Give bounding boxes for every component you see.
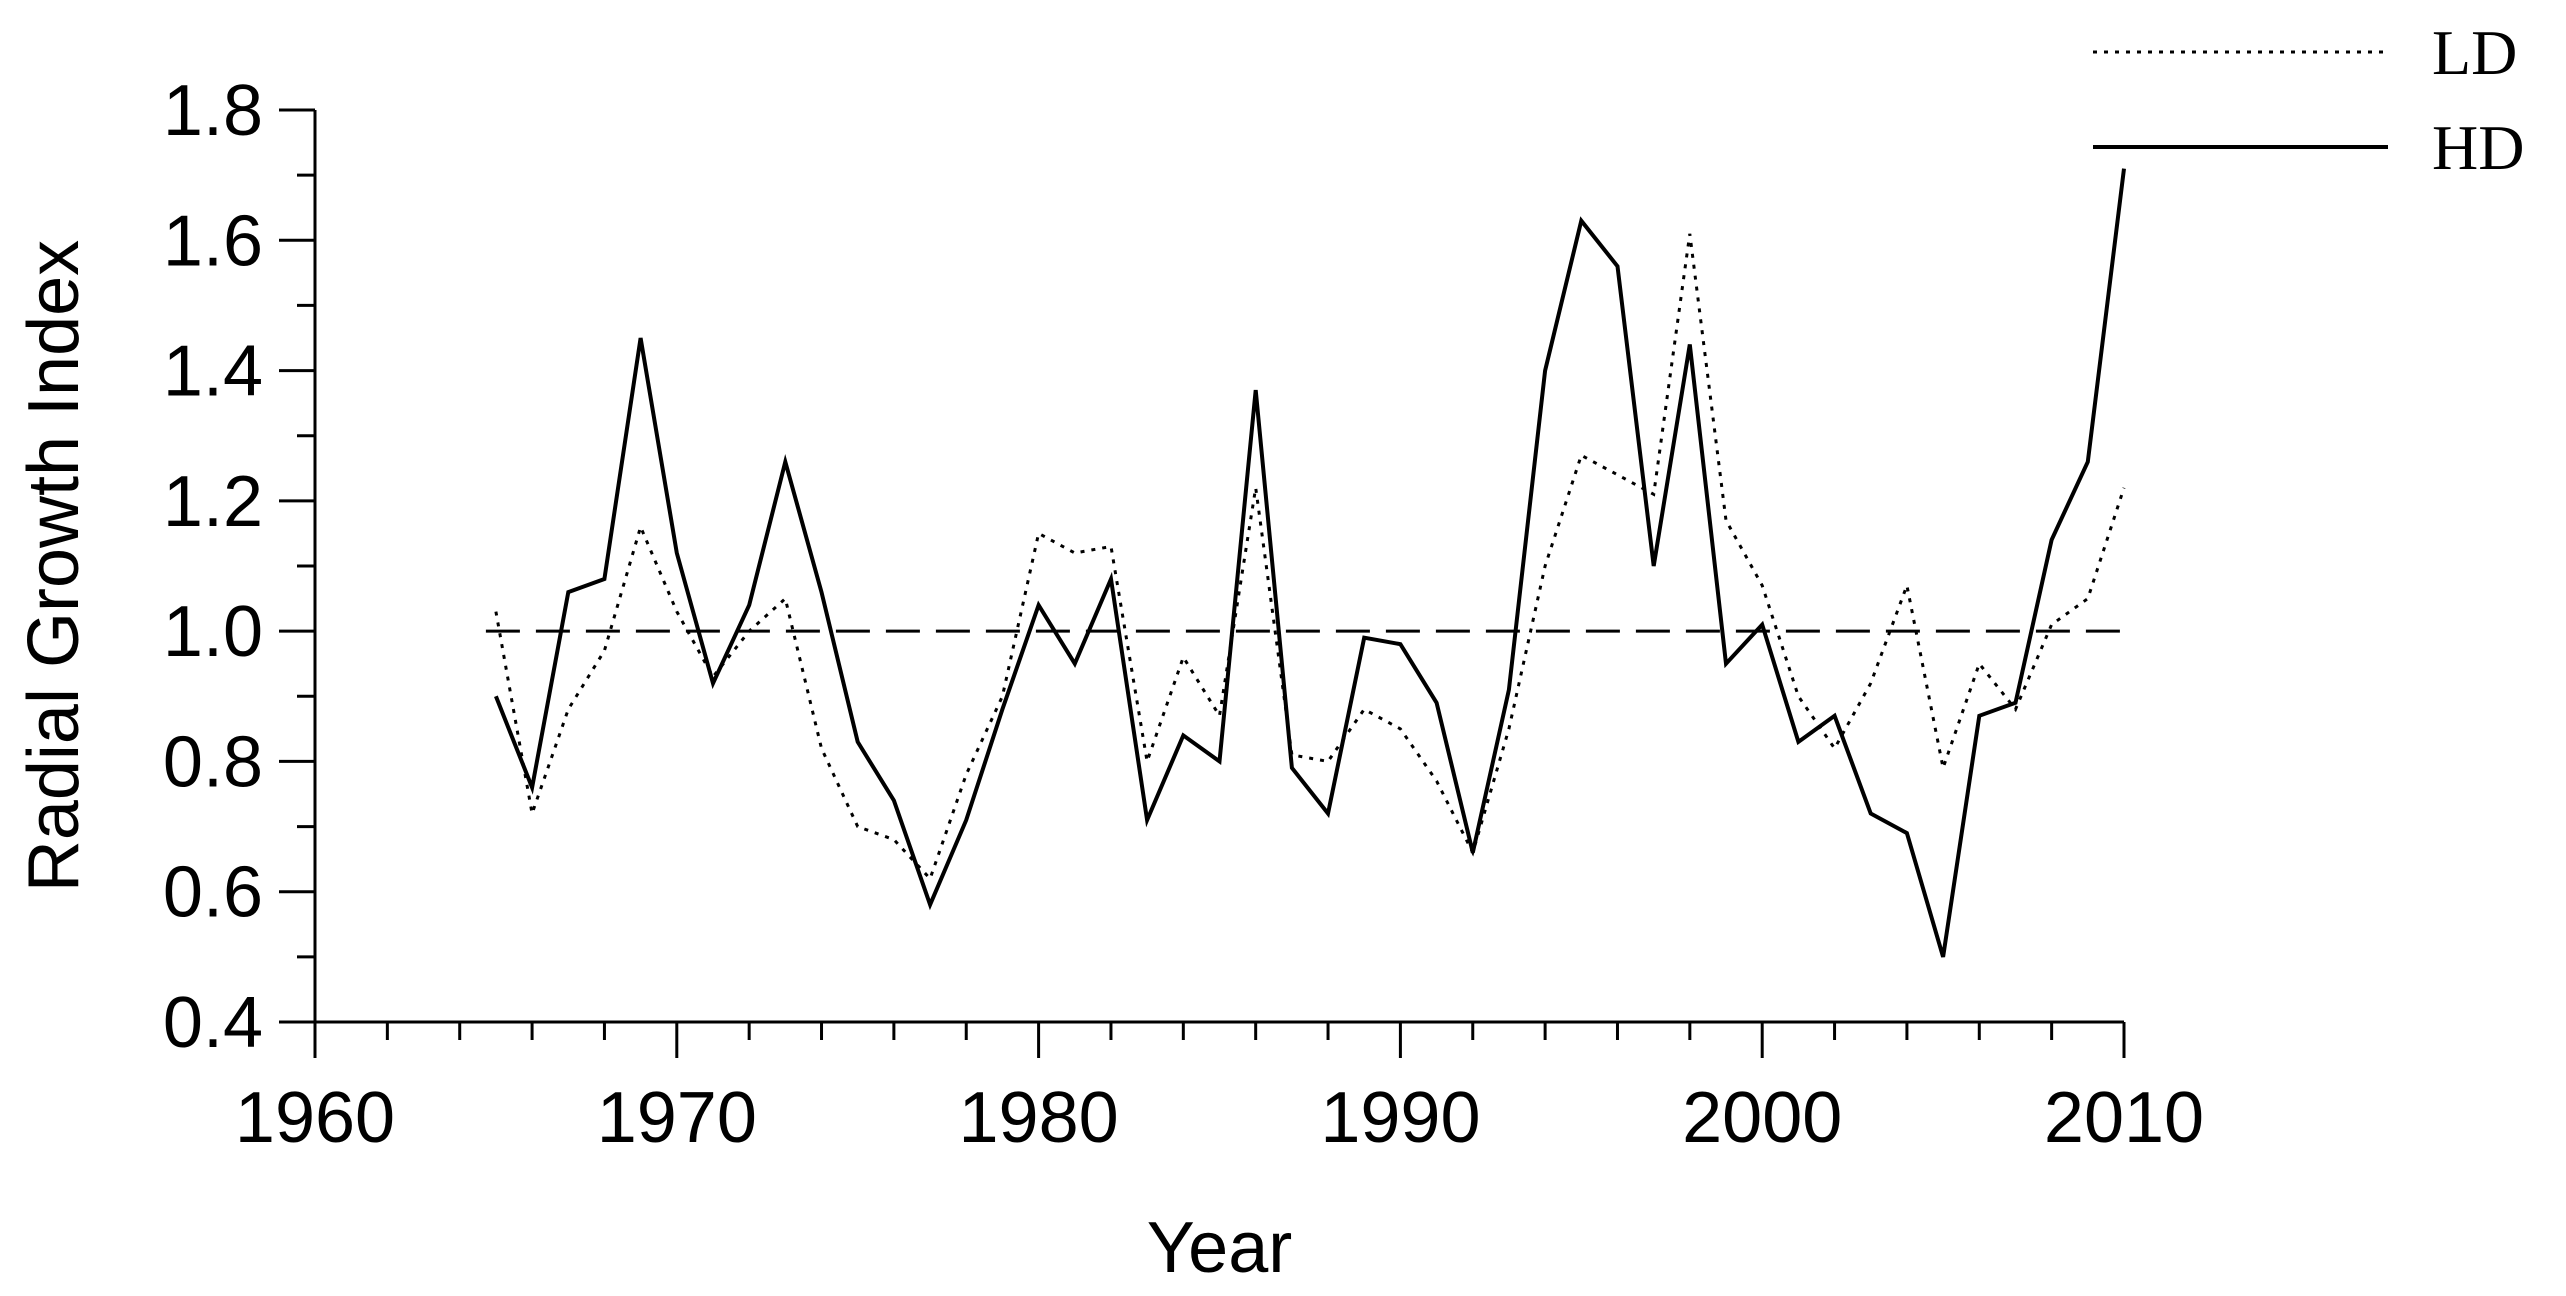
y-tick-label: 1.8 <box>163 71 263 151</box>
x-tick-label: 1990 <box>1320 1078 1480 1158</box>
series-line-hd <box>494 168 2126 958</box>
x-ticks: 1960 1970 1980 1990 2000 2010 <box>235 1022 2204 1158</box>
y-tick-label: 0.6 <box>163 853 263 933</box>
axes <box>313 110 2124 1024</box>
legend-label-hd: HD <box>2432 112 2524 183</box>
x-tick-label: 1960 <box>235 1078 395 1158</box>
y-tick-label: 1.2 <box>163 462 263 542</box>
x-tick-label: 2010 <box>2044 1078 2204 1158</box>
x-tick-label: 1980 <box>959 1078 1119 1158</box>
legend: LD HD <box>2093 17 2524 183</box>
series-group <box>494 168 2126 958</box>
x-axis-title: Year <box>1147 1208 1292 1288</box>
y-tick-label: 1.0 <box>163 592 263 672</box>
y-tick-label: 1.6 <box>163 201 263 281</box>
y-axis-title: Radial Growth Index <box>14 240 94 892</box>
y-tick-label: 1.4 <box>163 332 263 412</box>
y-ticks: 0.4 0.6 0.8 1.0 1.2 1.4 1.6 1.8 <box>163 71 315 1063</box>
x-tick-label: 2000 <box>1682 1078 1842 1158</box>
y-tick-label: 0.4 <box>163 983 263 1063</box>
x-tick-label: 1970 <box>597 1078 757 1158</box>
y-tick-label: 0.8 <box>163 722 263 802</box>
legend-label-ld: LD <box>2432 17 2517 88</box>
series-line-ld <box>494 233 2126 882</box>
